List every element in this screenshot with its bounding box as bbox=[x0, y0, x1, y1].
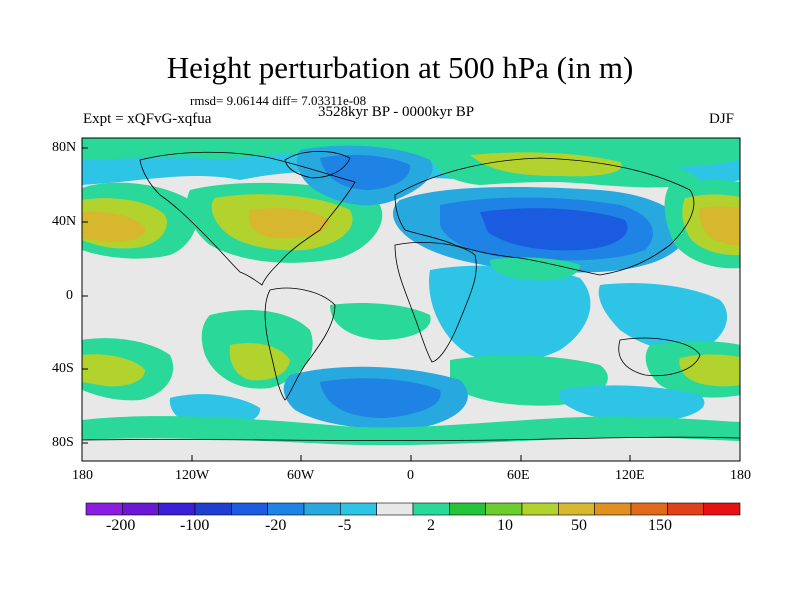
colorbar-label: 2 bbox=[427, 517, 435, 534]
map-title: Height perturbation at 500 hPa (in m) bbox=[166, 50, 634, 85]
colorbar-label: -20 bbox=[265, 517, 287, 534]
africa-outline bbox=[394, 242, 477, 363]
spac-west-yellow bbox=[82, 354, 145, 387]
greenland-outline bbox=[284, 151, 351, 179]
lat-label: 80S bbox=[52, 435, 74, 450]
colorbar-swatch bbox=[667, 502, 704, 516]
colorbar-swatch bbox=[558, 502, 595, 516]
asia-negative-core bbox=[480, 208, 628, 251]
statistics-line: rmsd= 9.06144 diff= 7.03311e-08 bbox=[190, 93, 367, 108]
colorbar-swatch bbox=[194, 502, 232, 516]
colorbar-swatch bbox=[122, 502, 159, 516]
australia-outline bbox=[618, 337, 701, 376]
colorbar-swatch bbox=[340, 502, 377, 516]
lon-label: 0 bbox=[407, 468, 414, 483]
west-pacific-negative bbox=[598, 283, 728, 352]
colorbar-swatch bbox=[630, 502, 668, 516]
colorbar-swatch bbox=[485, 502, 523, 516]
south-indian-negative bbox=[560, 385, 705, 423]
lon-label: 60W bbox=[287, 468, 315, 483]
lon-label: 120W bbox=[175, 468, 210, 483]
north-america-outline bbox=[139, 151, 356, 286]
lon-label: 180 bbox=[730, 468, 751, 483]
south-america-outline bbox=[264, 287, 336, 401]
colorbar-label: 10 bbox=[497, 517, 513, 534]
indian-ocean-negative bbox=[429, 265, 591, 363]
lat-label: 0 bbox=[66, 288, 73, 303]
southern-atlantic-negative-core bbox=[320, 378, 441, 418]
colorbar-swatch bbox=[703, 502, 741, 516]
contour-field bbox=[82, 138, 740, 461]
eurasia-outline bbox=[394, 157, 695, 276]
lat-label: 40N bbox=[52, 214, 77, 229]
colorbar-swatch bbox=[85, 502, 123, 516]
natl-orange bbox=[248, 208, 330, 239]
colorbar-swatch bbox=[449, 502, 486, 516]
colorbar bbox=[85, 502, 741, 516]
colorbar-swatch bbox=[231, 502, 268, 516]
colorbar-label: -5 bbox=[338, 517, 352, 534]
antarctic-neutral bbox=[82, 437, 740, 461]
satl-green bbox=[330, 303, 431, 340]
colorbar-swatch bbox=[303, 502, 341, 516]
period-label: 3528kyr BP - 0000kyr BP bbox=[318, 104, 475, 120]
coastlines bbox=[82, 151, 740, 441]
eurasia-north-yellow bbox=[470, 152, 622, 177]
lon-label: 60E bbox=[507, 468, 530, 483]
lat-label: 80N bbox=[52, 140, 77, 155]
season-label: DJF bbox=[709, 111, 735, 127]
npac-west-orange bbox=[82, 211, 145, 243]
colorbar-label: 150 bbox=[648, 517, 672, 534]
colorbar-label: -100 bbox=[180, 517, 210, 534]
colorbar-label: -200 bbox=[106, 517, 136, 534]
arabia-positive bbox=[490, 257, 580, 281]
greenland-negative-core bbox=[320, 154, 411, 190]
colorbar-swatch bbox=[521, 502, 559, 516]
experiment-label: Expt = xQFvG-xqfua bbox=[83, 111, 212, 127]
colorbar-swatch bbox=[412, 502, 450, 516]
colorbar-swatch bbox=[376, 502, 414, 516]
antarctica-outline bbox=[82, 436, 740, 441]
axis-ticks bbox=[81, 147, 741, 461]
colorbar-label: 50 bbox=[571, 517, 587, 534]
lon-label: 120E bbox=[615, 468, 645, 483]
colorbar-swatch bbox=[594, 502, 632, 516]
spac-east-yellow bbox=[679, 354, 740, 387]
lon-label: 180 bbox=[72, 468, 93, 483]
colorbar-swatch bbox=[158, 502, 196, 516]
lat-label: 40S bbox=[52, 361, 74, 376]
colorbar-swatch bbox=[267, 502, 305, 516]
npac-east-orange bbox=[699, 206, 740, 245]
